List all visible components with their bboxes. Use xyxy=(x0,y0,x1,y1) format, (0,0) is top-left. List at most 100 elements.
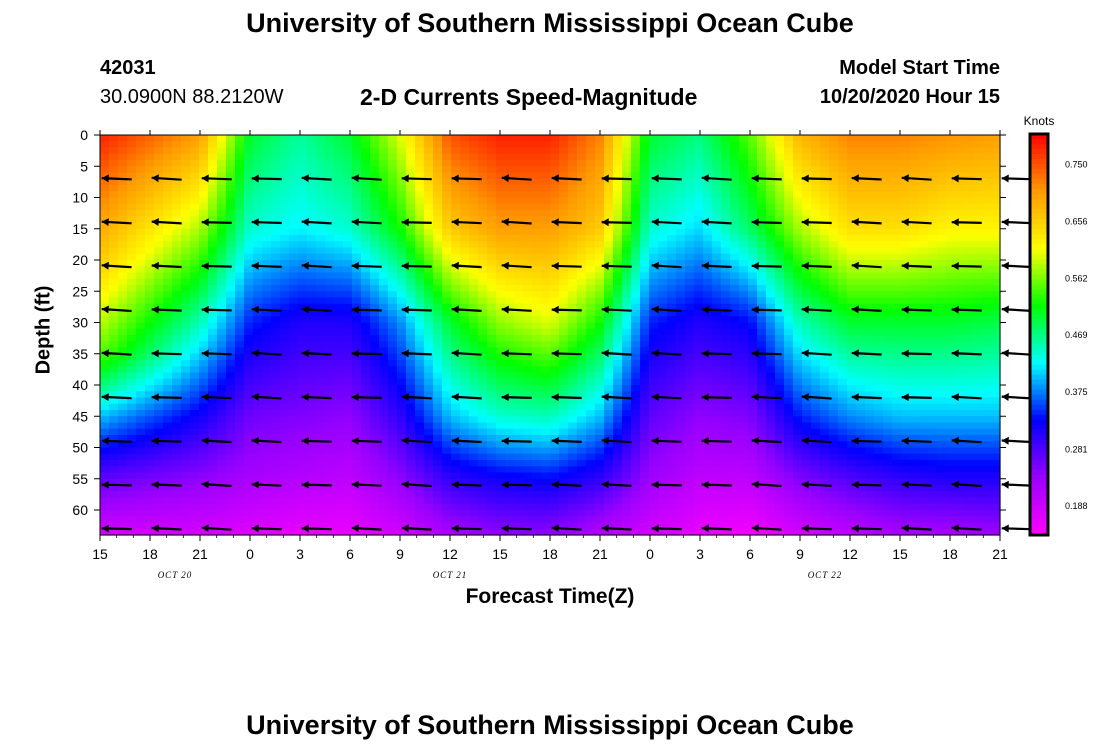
heatmap-cell xyxy=(649,191,659,199)
heatmap-cell xyxy=(307,272,317,280)
heatmap-cell xyxy=(919,160,929,167)
heatmap-cell xyxy=(460,272,470,280)
heatmap-cell xyxy=(649,228,659,236)
heatmap-cell xyxy=(478,266,488,274)
heatmap-cell xyxy=(676,403,686,411)
heatmap-cell xyxy=(370,310,380,317)
heatmap-cell xyxy=(478,197,488,205)
heatmap-cell xyxy=(829,147,839,155)
heatmap-cell xyxy=(262,335,272,342)
heatmap-cell xyxy=(118,316,128,324)
heatmap-cell xyxy=(307,403,317,411)
heatmap-cell xyxy=(217,397,227,405)
heatmap-cell xyxy=(154,166,164,174)
heatmap-cell xyxy=(928,303,938,311)
heatmap-cell xyxy=(424,197,434,205)
heatmap-cell xyxy=(415,397,425,405)
heatmap-cell xyxy=(478,160,488,167)
heatmap-cell xyxy=(316,260,326,267)
heatmap-cell xyxy=(829,385,839,392)
heatmap-cell xyxy=(325,372,335,380)
heatmap-cell xyxy=(883,385,893,392)
heatmap-cell xyxy=(532,378,542,386)
heatmap-cell xyxy=(973,341,983,349)
heatmap-cell xyxy=(541,228,551,236)
heatmap-cell xyxy=(550,397,560,405)
heatmap-cell xyxy=(919,322,929,330)
heatmap-cell xyxy=(910,403,920,411)
heatmap-cell xyxy=(685,203,695,211)
heatmap-cell xyxy=(901,191,911,199)
heatmap-cell xyxy=(541,435,551,442)
heatmap-cell xyxy=(667,335,677,342)
heatmap-cell xyxy=(766,403,776,411)
heatmap-cell xyxy=(991,285,1001,292)
heatmap-cell xyxy=(487,241,497,249)
heatmap-cell xyxy=(406,416,416,424)
heatmap-cell xyxy=(622,310,632,317)
heatmap-cell xyxy=(964,228,974,236)
heatmap-cell xyxy=(730,372,740,380)
heatmap-cell xyxy=(361,378,371,386)
heatmap-cell xyxy=(757,347,767,355)
heatmap-cell xyxy=(739,360,749,367)
heatmap-cell xyxy=(712,403,722,411)
heatmap-cell xyxy=(613,353,623,361)
heatmap-cell xyxy=(145,335,155,342)
heatmap-cell xyxy=(775,303,785,311)
heatmap-cell xyxy=(730,253,740,261)
heatmap-cell xyxy=(442,385,452,392)
heatmap-cell xyxy=(379,435,389,442)
heatmap-cell xyxy=(712,372,722,380)
heatmap-cell xyxy=(145,160,155,167)
heatmap-cell xyxy=(955,310,965,317)
heatmap-cell xyxy=(532,241,542,249)
heatmap-cell xyxy=(568,297,578,305)
heatmap-cell xyxy=(181,210,191,217)
heatmap-cell xyxy=(667,160,677,167)
heatmap-cell xyxy=(109,310,119,317)
heatmap-cell xyxy=(154,378,164,386)
heatmap-cell xyxy=(487,316,497,324)
heatmap-cell xyxy=(379,241,389,249)
heatmap-cell xyxy=(730,216,740,224)
heatmap-cell xyxy=(937,153,947,161)
heatmap-cell xyxy=(874,328,884,336)
heatmap-cell xyxy=(424,260,434,267)
heatmap-cell xyxy=(289,291,299,299)
heatmap-cell xyxy=(388,222,398,230)
heatmap-cell xyxy=(397,403,407,411)
heatmap-cell xyxy=(307,397,317,405)
heatmap-cell xyxy=(307,253,317,261)
heatmap-cell xyxy=(667,410,677,417)
heatmap-cell xyxy=(145,216,155,224)
heatmap-cell xyxy=(325,341,335,349)
heatmap-cell xyxy=(289,197,299,205)
heatmap-cell xyxy=(217,385,227,392)
heatmap-cell xyxy=(460,141,470,149)
heatmap-cell xyxy=(235,203,245,211)
heatmap-cell xyxy=(595,353,605,361)
heatmap-cell xyxy=(388,266,398,274)
heatmap-cell xyxy=(235,260,245,267)
heatmap-cell xyxy=(271,285,281,292)
heatmap-cell xyxy=(631,153,641,161)
heatmap-cell xyxy=(154,435,164,442)
heatmap-cell xyxy=(784,291,794,299)
heatmap-cell xyxy=(901,391,911,399)
heatmap-cell xyxy=(766,310,776,317)
heatmap-cell xyxy=(478,185,488,192)
heatmap-cell xyxy=(748,335,758,342)
heatmap-cell xyxy=(199,285,209,292)
heatmap-cell xyxy=(739,153,749,161)
heatmap-cell xyxy=(766,253,776,261)
heatmap-cell xyxy=(523,147,533,155)
heatmap-cell xyxy=(334,185,344,192)
heatmap-cell xyxy=(820,303,830,311)
heatmap-cell xyxy=(721,166,731,174)
heatmap-cell xyxy=(667,166,677,174)
heatmap-cell xyxy=(541,410,551,417)
heatmap-cell xyxy=(199,422,209,430)
heatmap-cell xyxy=(568,410,578,417)
heatmap-cell xyxy=(586,353,596,361)
